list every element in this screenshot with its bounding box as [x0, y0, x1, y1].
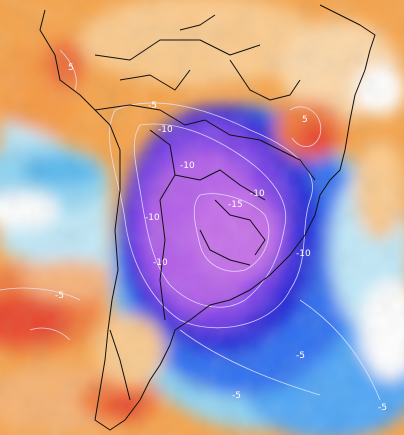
contour-label: -5	[296, 351, 305, 361]
contour-label: -5	[378, 403, 387, 413]
contour-lines	[0, 49, 381, 401]
contour-label: -5	[55, 291, 64, 301]
contour-label: -5	[148, 101, 157, 111]
country-borders	[39, 4, 376, 431]
contour-label: -10	[296, 249, 311, 259]
contour-label: -5	[232, 391, 241, 401]
contour-label: 5	[302, 115, 308, 125]
contour-labels: -5 -10 -10 -15 -10 -10 -10 -5 -5 -5 -5 5…	[55, 63, 387, 413]
contour-label: -10	[250, 189, 265, 199]
contour-label: -15	[228, 200, 243, 210]
contour-label: -10	[145, 213, 160, 223]
contour-label: 5	[68, 63, 74, 73]
contour-label: -10	[180, 161, 195, 171]
contour-label: -10	[158, 125, 173, 135]
contour-label: -10	[153, 258, 168, 268]
